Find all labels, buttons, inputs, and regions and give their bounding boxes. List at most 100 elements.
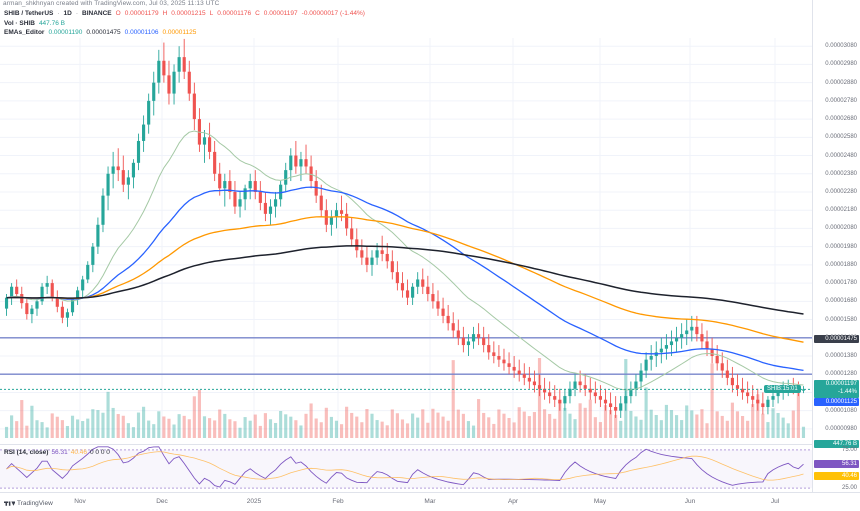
volume-bar [223,413,227,438]
price-axis[interactable]: 0.00003080 0.00002980 0.00002880 0.00002780… [812,0,860,492]
candle-body [365,257,369,265]
candle-body [512,366,516,371]
volume-bar [268,419,273,438]
candle-body [522,374,526,378]
candle-body [710,348,714,356]
volume-bar [65,426,70,438]
volume-bar [111,407,115,438]
candle-body [751,396,755,400]
candle-body [370,257,374,265]
legend-row-symbol[interactable]: SHIB / TetherUS · 1D · BINANCE O 0.00001… [4,9,365,19]
volume-bar [634,416,638,438]
volume-bar [720,415,724,438]
volume-bar [746,420,750,438]
price-axis-tick: 0.00001680 [825,298,857,305]
volume-bar [598,422,602,438]
volume-bar [639,419,643,438]
candle-body [735,385,740,389]
price-chart-pane[interactable] [0,38,812,438]
time-axis-tick: Feb [332,498,344,505]
volume-bar [517,407,521,438]
candle-body [537,385,542,389]
volume-bar [766,422,770,438]
time-axis[interactable]: Nov Dec 2025 Feb Mar Apr May Jun Jul [0,492,860,511]
price-axis-tick: 0.00001280 [825,371,857,378]
volume-bar [451,360,455,438]
legend-symbol[interactable]: SHIB / TetherUS [4,10,54,17]
volume-bar [578,403,582,438]
volume-bar [81,421,85,438]
volume-bar [10,415,14,438]
candle-body [233,191,237,207]
candle-body [131,162,136,178]
volume-bar [25,425,29,438]
pane-divider [0,444,812,445]
volume-bar [421,409,425,438]
legend-interval[interactable]: 1D [63,10,72,17]
legend-change: -0.00000017 (-1.44%) [301,10,365,17]
volume-bar [187,419,191,438]
volume-bar [208,418,212,438]
candle-body [725,370,729,378]
volume-bar [253,414,257,438]
candle-body [35,301,39,309]
volume-bar [654,414,658,438]
volume-bar [537,358,542,438]
candle-body [685,330,689,335]
candle-body [543,388,547,393]
time-axis-tick: Nov [74,498,86,505]
candle-body [466,341,471,346]
volume-bar [167,418,171,438]
volume-bar [233,421,237,438]
volume-bar [76,419,80,438]
volume-bar [172,424,176,438]
volume-bar [96,410,100,438]
candle-body [167,75,171,94]
legend-close-label: C [255,10,260,17]
rsi-axis-tick: 75.00 [841,446,857,453]
volume-bar [786,423,790,438]
candle-body [405,290,410,298]
candle-body [263,202,267,214]
volume-bar [121,415,125,438]
legend-row-volume[interactable]: Vol · SHIB 447.76 B [4,19,365,29]
candle-body [426,286,430,295]
volume-bar [674,415,679,438]
price-axis-tick: 0.00002780 [825,97,857,104]
candle-body [558,399,562,404]
volume-bar [659,420,663,438]
volume-bar [680,420,684,438]
candle-body [187,71,191,94]
volume-bar [507,417,511,438]
candle-body [96,224,100,247]
legend-low-value: 0.00001176 [217,10,252,17]
volume-bar [345,406,349,438]
volume-bar [512,422,516,438]
price-axis-tick: 0.00002180 [825,207,857,214]
legend-ema-value-1: 0.00001190 [48,29,83,36]
candle-body [116,166,120,171]
candle-body [136,140,141,163]
rsi-legend[interactable]: RSI (14, close) 56.31 40.46 0 0 0 0 [4,449,110,456]
candle-body [517,370,521,375]
legend-low-label: L [209,10,214,17]
chart-legend: SHIB / TetherUS · 1D · BINANCE O 0.00001… [4,9,365,38]
legend-row-emas[interactable]: EMAs_Editor 0.00001190 0.00001475 0.0000… [4,28,365,38]
ema-line-long-black [6,245,804,315]
candle-body [507,363,511,367]
volume-bar [771,408,775,438]
candle-body [715,355,719,364]
volume-bar [776,412,780,438]
candle-body [60,306,64,318]
volume-bar [725,420,729,438]
rsi-indicator-pane[interactable] [0,446,812,492]
volume-bar [664,404,668,438]
candle-body [669,341,674,346]
candle-body [30,308,34,315]
legend-exchange[interactable]: BINANCE [82,10,112,17]
candle-body [588,388,592,393]
candle-body [126,177,130,185]
candle-body [553,396,557,400]
candle-body [761,403,765,408]
rsi-legend-name: RSI (14, close) [4,449,49,456]
